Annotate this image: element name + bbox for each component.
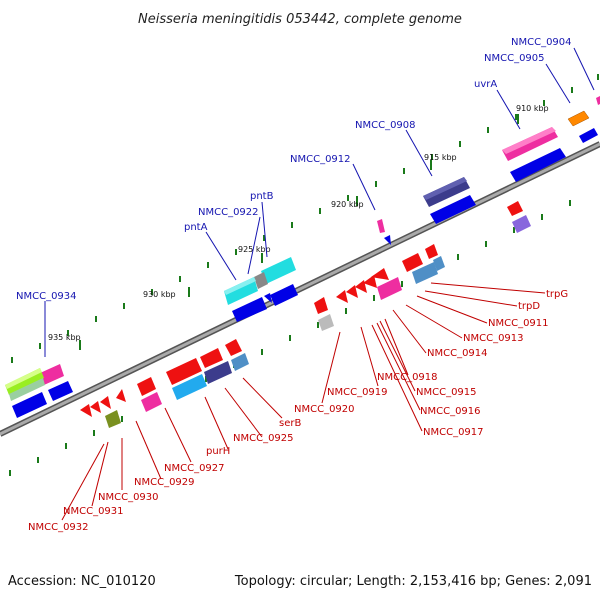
gene-feature[interactable]	[371, 268, 389, 280]
gene-feature[interactable]	[40, 364, 64, 385]
gene-label-nmcc-0917[interactable]: NMCC_0917	[423, 427, 484, 438]
gene-feature[interactable]	[137, 377, 156, 396]
gene-feature[interactable]	[512, 215, 531, 233]
gene-feature[interactable]	[510, 148, 566, 182]
gene-label-nmcc-0913[interactable]: NMCC_0913	[463, 333, 524, 344]
gene-label-nmcc-0918[interactable]: NMCC_0918	[377, 372, 438, 383]
gene-label-pnta[interactable]: pntA	[184, 222, 208, 233]
gene-feature[interactable]	[507, 201, 523, 216]
reverse-leaders	[61, 282, 546, 521]
ruler-label: 935 kbp	[48, 333, 81, 342]
gene-feature[interactable]	[80, 404, 92, 417]
gene-label-nmcc-0914[interactable]: NMCC_0914	[427, 348, 488, 359]
ruler-label: 915 kbp	[424, 153, 457, 162]
gene-label-nmcc-0932[interactable]: NMCC_0932	[28, 522, 89, 533]
gene-feature[interactable]	[425, 244, 438, 259]
forward-labels: NMCC_0904 NMCC_0905 uvrA NMCC_0908 NMCC_…	[16, 37, 572, 302]
gene-feature[interactable]	[430, 195, 476, 224]
gene-feature[interactable]	[363, 275, 377, 288]
gene-feature[interactable]	[9, 378, 45, 401]
gene-feature[interactable]	[402, 253, 423, 272]
gene-label-nmcc-0925[interactable]: NMCC_0925	[233, 433, 294, 444]
gene-feature[interactable]	[224, 277, 256, 295]
genome-backbone	[0, 141, 600, 437]
gene-feature[interactable]	[377, 219, 385, 233]
accession-text: Accession: NC_010120	[8, 574, 156, 589]
gene-label-nmcc-0927[interactable]: NMCC_0927	[164, 463, 225, 474]
gene-feature[interactable]	[172, 374, 207, 400]
gene-feature[interactable]	[596, 96, 600, 105]
gene-feature[interactable]	[48, 381, 73, 401]
gene-label-nmcc-0905[interactable]: NMCC_0905	[484, 53, 545, 64]
gene-feature[interactable]	[141, 392, 162, 412]
gene-feature[interactable]	[254, 272, 268, 289]
gene-label-nmcc-0931[interactable]: NMCC_0931	[63, 506, 124, 517]
gene-feature[interactable]	[412, 262, 438, 284]
gene-label-nmcc-0915[interactable]: NMCC_0915	[416, 387, 477, 398]
gene-label-nmcc-0904[interactable]: NMCC_0904	[511, 37, 572, 48]
ruler-label: 910 kbp	[516, 104, 549, 113]
gene-feature[interactable]	[5, 368, 42, 389]
gene-feature[interactable]	[423, 177, 467, 200]
gene-feature[interactable]	[567, 110, 590, 127]
gene-feature[interactable]	[12, 392, 47, 418]
gene-feature[interactable]	[232, 297, 267, 322]
gene-feature[interactable]	[166, 358, 202, 385]
gene-feature[interactable]	[105, 410, 121, 428]
gene-feature[interactable]	[100, 396, 111, 409]
major-ticks	[79, 114, 519, 350]
forward-genes	[5, 96, 600, 418]
gene-feature[interactable]	[502, 127, 556, 154]
gene-label-trpd[interactable]: trpD	[518, 301, 540, 312]
genome-summary-text: Topology: circular; Length: 2,153,416 bp…	[234, 574, 592, 589]
gene-label-nmcc-0930[interactable]: NMCC_0930	[98, 492, 159, 503]
gene-feature[interactable]	[204, 361, 232, 384]
gene-feature[interactable]	[433, 256, 445, 271]
ruler-label: 925 kbp	[238, 245, 271, 254]
gene-feature[interactable]	[314, 297, 328, 314]
gene-label-nmcc-0922[interactable]: NMCC_0922	[198, 207, 259, 218]
gene-feature[interactable]	[384, 235, 391, 245]
map-title: Neisseria meningitidis 053442, complete …	[138, 12, 462, 27]
gene-label-serb[interactable]: serB	[279, 418, 301, 429]
gene-label-nmcc-0919[interactable]: NMCC_0919	[327, 387, 388, 398]
gene-feature[interactable]	[261, 257, 296, 284]
gene-label-nmcc-0911[interactable]: NMCC_0911	[488, 318, 549, 329]
reverse-genes	[80, 201, 531, 428]
gene-feature[interactable]	[377, 277, 402, 300]
gene-feature[interactable]	[231, 353, 249, 371]
gene-feature[interactable]	[346, 285, 358, 298]
gene-label-nmcc-0934[interactable]: NMCC_0934	[16, 291, 77, 302]
gene-feature[interactable]	[355, 280, 367, 293]
gene-feature[interactable]	[264, 293, 272, 303]
forward-leaders	[44, 47, 595, 357]
tick-row-outer	[11, 74, 599, 363]
ruler-label: 930 kbp	[143, 290, 176, 299]
ruler-label: 920 kbp	[331, 200, 364, 209]
gene-label-purh[interactable]: purH	[206, 446, 230, 457]
gene-label-trpg[interactable]: trpG	[546, 289, 568, 300]
gene-feature[interactable]	[579, 128, 598, 143]
gene-feature[interactable]	[90, 401, 101, 413]
gene-label-nmcc-0920[interactable]: NMCC_0920	[294, 404, 355, 415]
gene-label-pntb[interactable]: pntB	[250, 191, 274, 202]
gene-feature[interactable]	[336, 290, 348, 303]
gene-feature[interactable]	[318, 314, 334, 331]
gene-label-nmcc-0908[interactable]: NMCC_0908	[355, 120, 416, 131]
gene-label-nmcc-0929[interactable]: NMCC_0929	[134, 477, 195, 488]
gene-label-nmcc-0912[interactable]: NMCC_0912	[290, 154, 351, 165]
gene-label-uvra[interactable]: uvrA	[474, 79, 497, 90]
gene-feature[interactable]	[270, 284, 298, 306]
reverse-labels: trpG trpD NMCC_0911 NMCC_0913 NMCC_0914 …	[28, 289, 568, 533]
gene-label-nmcc-0916[interactable]: NMCC_0916	[420, 406, 481, 417]
gene-feature[interactable]	[116, 389, 126, 402]
gene-feature[interactable]	[200, 348, 223, 368]
gene-feature[interactable]	[225, 339, 242, 356]
